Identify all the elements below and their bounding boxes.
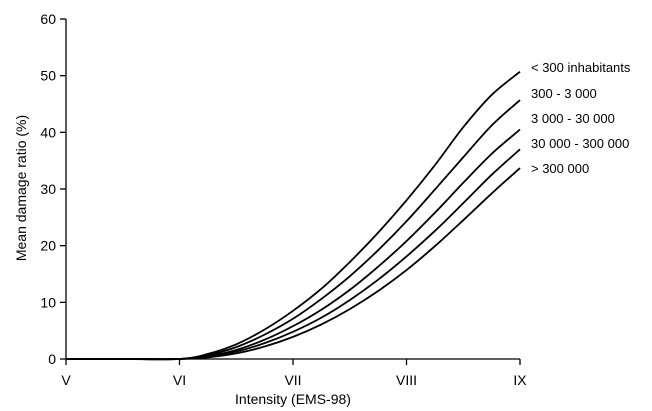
series-label: < 300 inhabitants xyxy=(531,60,631,75)
y-tick-label: 10 xyxy=(40,294,56,310)
y-tick-label: 50 xyxy=(40,68,56,84)
y-axis-ticks: 0 10 20 30 40 50 60 xyxy=(40,11,66,367)
x-tick-label: VIII xyxy=(396,372,417,388)
x-tick-label: VI xyxy=(173,372,186,388)
series-line xyxy=(66,148,521,361)
x-axis-label: Intensity (EMS-98) xyxy=(235,391,351,407)
series-line xyxy=(66,128,521,361)
series-label: 30 000 - 300 000 xyxy=(531,136,629,151)
x-tick-label: VII xyxy=(284,372,301,388)
y-axis-label: Mean damage ratio (%) xyxy=(13,115,29,261)
x-tick-label: IX xyxy=(513,372,527,388)
series-label: 3 000 - 30 000 xyxy=(531,111,615,126)
series-label: > 300 000 xyxy=(531,161,589,176)
y-tick-label: 30 xyxy=(40,181,56,197)
y-tick-label: 0 xyxy=(48,351,56,367)
x-axis-ticks: V VI VII VIII IX xyxy=(61,359,527,388)
x-tick-label: V xyxy=(61,372,71,388)
series-label: 300 - 3 000 xyxy=(531,86,597,101)
axes xyxy=(65,19,520,360)
series-line xyxy=(66,167,521,361)
series-lines xyxy=(66,71,521,361)
y-tick-label: 60 xyxy=(40,11,56,27)
y-tick-label: 40 xyxy=(40,124,56,140)
y-tick-label: 20 xyxy=(40,238,56,254)
series-labels: < 300 inhabitants 300 - 3 000 3 000 - 30 0… xyxy=(531,60,631,176)
